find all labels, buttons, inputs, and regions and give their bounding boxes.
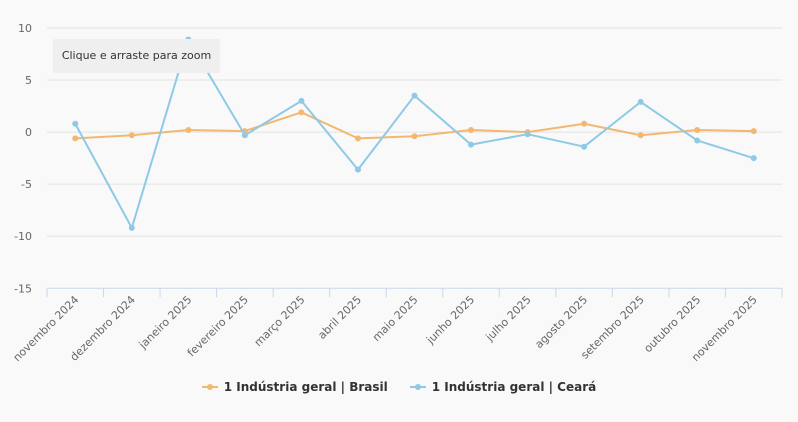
data-point[interactable] xyxy=(468,141,475,148)
data-point[interactable] xyxy=(128,224,135,231)
x-tick-label: maio 2025 xyxy=(370,293,421,344)
y-tick-label: -15 xyxy=(14,282,32,295)
data-point[interactable] xyxy=(694,137,701,144)
zoom-hint: Clique e arraste para zoom xyxy=(53,39,220,73)
legend-symbol-ceara xyxy=(409,384,426,390)
x-tick-label: junho 2025 xyxy=(423,293,477,347)
data-point[interactable] xyxy=(750,155,757,162)
x-tick-label: outubro 2025 xyxy=(641,293,703,355)
y-tick-label: -10 xyxy=(14,230,32,243)
data-point[interactable] xyxy=(354,135,361,142)
legend: 1 Indústria geral | Brasil 1 Indústria g… xyxy=(0,380,798,394)
data-point[interactable] xyxy=(637,132,644,139)
y-tick-label: 5 xyxy=(25,74,32,87)
legend-item-brasil[interactable]: 1 Indústria geral | Brasil xyxy=(201,380,388,394)
x-tick-label: janeiro 2025 xyxy=(136,293,195,352)
data-point[interactable] xyxy=(694,127,701,134)
data-point[interactable] xyxy=(298,109,305,116)
legend-label-ceara: 1 Indústria geral | Ceará xyxy=(431,380,597,394)
data-point[interactable] xyxy=(128,132,135,139)
data-point[interactable] xyxy=(185,127,192,134)
data-point[interactable] xyxy=(411,133,418,140)
legend-label-brasil: 1 Indústria geral | Brasil xyxy=(223,380,388,394)
data-point[interactable] xyxy=(637,98,644,105)
legend-item-ceara[interactable]: 1 Indústria geral | Ceará xyxy=(409,380,597,394)
x-tick-label: fevereiro 2025 xyxy=(185,293,251,359)
data-point[interactable] xyxy=(72,135,79,142)
x-tick-label: agosto 2025 xyxy=(532,293,590,351)
y-tick-label: 0 xyxy=(25,126,32,139)
data-point[interactable] xyxy=(581,120,588,127)
y-tick-label: -5 xyxy=(21,178,32,191)
data-point[interactable] xyxy=(750,128,757,135)
data-point[interactable] xyxy=(72,120,79,127)
x-tick-label: março 2025 xyxy=(252,293,308,349)
data-point[interactable] xyxy=(354,166,361,173)
x-tick-label: julho 2025 xyxy=(483,293,534,344)
y-tick-label: 10 xyxy=(18,22,32,35)
data-point[interactable] xyxy=(581,143,588,150)
data-point[interactable] xyxy=(468,127,475,134)
data-point[interactable] xyxy=(524,131,531,138)
data-point[interactable] xyxy=(411,92,418,99)
data-point[interactable] xyxy=(298,97,305,104)
x-tick-label: abril 2025 xyxy=(315,293,364,342)
data-point[interactable] xyxy=(241,132,248,139)
legend-symbol-brasil xyxy=(201,384,218,390)
